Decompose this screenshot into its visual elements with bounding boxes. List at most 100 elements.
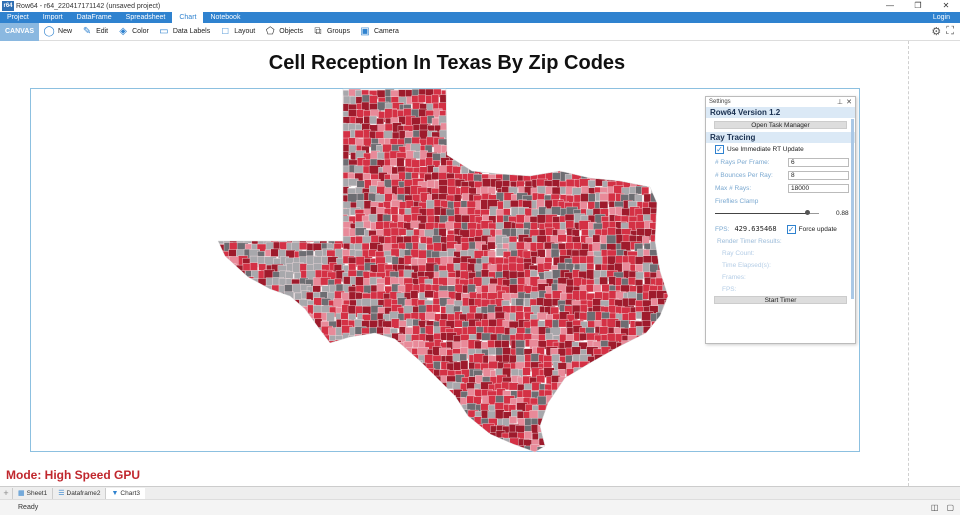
zip-code-region: [280, 334, 290, 343]
fullscreen-icon[interactable]: ▢: [946, 503, 954, 512]
pin-icon[interactable]: ⊥: [836, 99, 843, 106]
zip-code-region: [566, 89, 579, 99]
menu-import[interactable]: Import: [42, 14, 63, 21]
zip-code-region: [278, 103, 291, 117]
zip-code-region: [271, 353, 284, 362]
chart-canvas[interactable]: Cell Reception In Texas By Zip Codes Mod…: [0, 41, 960, 486]
gear-icon[interactable]: ⚙: [931, 26, 942, 38]
zip-code-region: [218, 424, 226, 433]
fireflies-slider[interactable]: 0.88: [706, 208, 855, 218]
force-update-checkbox[interactable]: ✓: [786, 224, 796, 234]
zip-code-region: [629, 151, 639, 161]
new-button[interactable]: ◯ New: [43, 26, 72, 38]
zip-code-region: [349, 411, 361, 421]
zip-code-region: [356, 348, 368, 359]
zip-code-region: [503, 94, 512, 106]
zip-code-region: [481, 439, 493, 451]
zip-code-region: [636, 405, 649, 418]
zip-code-region: [572, 103, 584, 115]
zip-code-region: [665, 374, 668, 385]
zip-code-region: [445, 89, 455, 100]
layout-button[interactable]: □ Layout: [219, 26, 255, 38]
zip-code-region: [656, 249, 668, 259]
zip-code-region: [370, 381, 383, 392]
zip-code-region: [361, 431, 374, 440]
zip-code-region: [440, 437, 451, 449]
menu-dataframe[interactable]: DataFrame: [76, 14, 112, 21]
chart-frame[interactable]: [30, 88, 860, 452]
zip-code-region: [222, 412, 235, 423]
camera-button[interactable]: ▣ Camera: [359, 26, 399, 38]
tab-dataframe2[interactable]: ☰ Dataframe2: [52, 487, 105, 499]
minimize-icon[interactable]: —: [886, 1, 894, 10]
zip-code-region: [490, 97, 499, 105]
zip-code-region: [517, 151, 529, 162]
layout-icon: □: [222, 25, 229, 37]
slider-thumb[interactable]: [804, 210, 810, 215]
rays-per-frame-input[interactable]: 6: [788, 158, 849, 167]
zip-code-region: [537, 95, 545, 103]
expand-icon[interactable]: ⛶: [946, 25, 954, 37]
zip-code-region: [349, 425, 360, 438]
zip-code-region: [586, 391, 598, 402]
zip-code-region: [376, 438, 387, 449]
zip-code-region: [299, 439, 308, 452]
zip-code-region: [312, 333, 324, 345]
edit-button[interactable]: ✎ Edit: [81, 26, 108, 38]
panel-icon[interactable]: ◫: [930, 503, 939, 512]
zip-code-region: [453, 101, 462, 113]
zip-code-region: [307, 136, 320, 147]
start-timer-button[interactable]: Start Timer: [714, 296, 847, 304]
login-link[interactable]: Login: [932, 14, 950, 21]
zip-code-region: [218, 129, 225, 142]
zip-code-region: [264, 89, 274, 100]
immediate-update-checkbox[interactable]: ✓: [715, 145, 724, 154]
zip-code-region: [272, 396, 285, 406]
zip-code-region: [620, 159, 629, 169]
close-icon[interactable]: ✕: [942, 1, 950, 10]
tab-sheet1[interactable]: ▦ Sheet1: [12, 487, 52, 499]
menu-spreadsheet[interactable]: Spreadsheet: [125, 14, 166, 21]
zip-code-region: [237, 111, 246, 122]
zip-code-region: [480, 165, 490, 173]
menu-project[interactable]: Project: [7, 14, 29, 21]
zip-code-region: [515, 89, 524, 99]
bounces-input[interactable]: 8: [788, 171, 849, 180]
zip-code-region: [600, 89, 611, 99]
max-rays-input[interactable]: 18000: [788, 184, 849, 193]
zip-code-region: [223, 271, 234, 283]
zip-code-region: [592, 158, 602, 169]
zip-code-region: [403, 425, 412, 436]
status-text: Ready: [18, 504, 39, 511]
data-labels-button[interactable]: ▭ Data Labels: [158, 26, 210, 38]
color-button[interactable]: ◈ Color: [117, 26, 149, 38]
zip-code-region: [314, 152, 324, 164]
zip-code-region: [662, 144, 668, 154]
open-task-manager-button[interactable]: Open Task Manager: [714, 121, 847, 129]
zip-code-region: [229, 166, 238, 178]
zip-code-region: [466, 153, 475, 165]
add-sheet-button[interactable]: +: [3, 487, 9, 498]
zip-code-region: [651, 321, 660, 332]
settings-scrollbar[interactable]: [851, 119, 854, 299]
zip-code-region: [620, 376, 629, 386]
zip-code-region: [650, 369, 663, 378]
zip-code-region: [447, 123, 459, 136]
menu-notebook[interactable]: Notebook: [210, 14, 241, 21]
zip-code-region: [558, 89, 567, 97]
zip-code-region: [237, 312, 246, 321]
tab-chart3[interactable]: ▼ Chart3: [105, 487, 145, 499]
groups-button[interactable]: ⧉ Groups: [312, 26, 350, 38]
objects-button[interactable]: ⬠ Objects: [264, 26, 303, 38]
zip-code-region: [634, 115, 645, 128]
zip-code-region: [663, 362, 668, 371]
zip-code-region: [662, 94, 668, 106]
zip-code-region: [551, 89, 563, 100]
zip-code-region: [218, 319, 224, 328]
maximize-icon[interactable]: ❐: [914, 1, 922, 10]
texas-map[interactable]: [0, 41, 960, 486]
zip-code-region: [608, 167, 617, 178]
menu-chart[interactable]: Chart: [172, 12, 204, 23]
zip-code-region: [299, 129, 309, 140]
close-icon[interactable]: ✕: [846, 99, 852, 106]
